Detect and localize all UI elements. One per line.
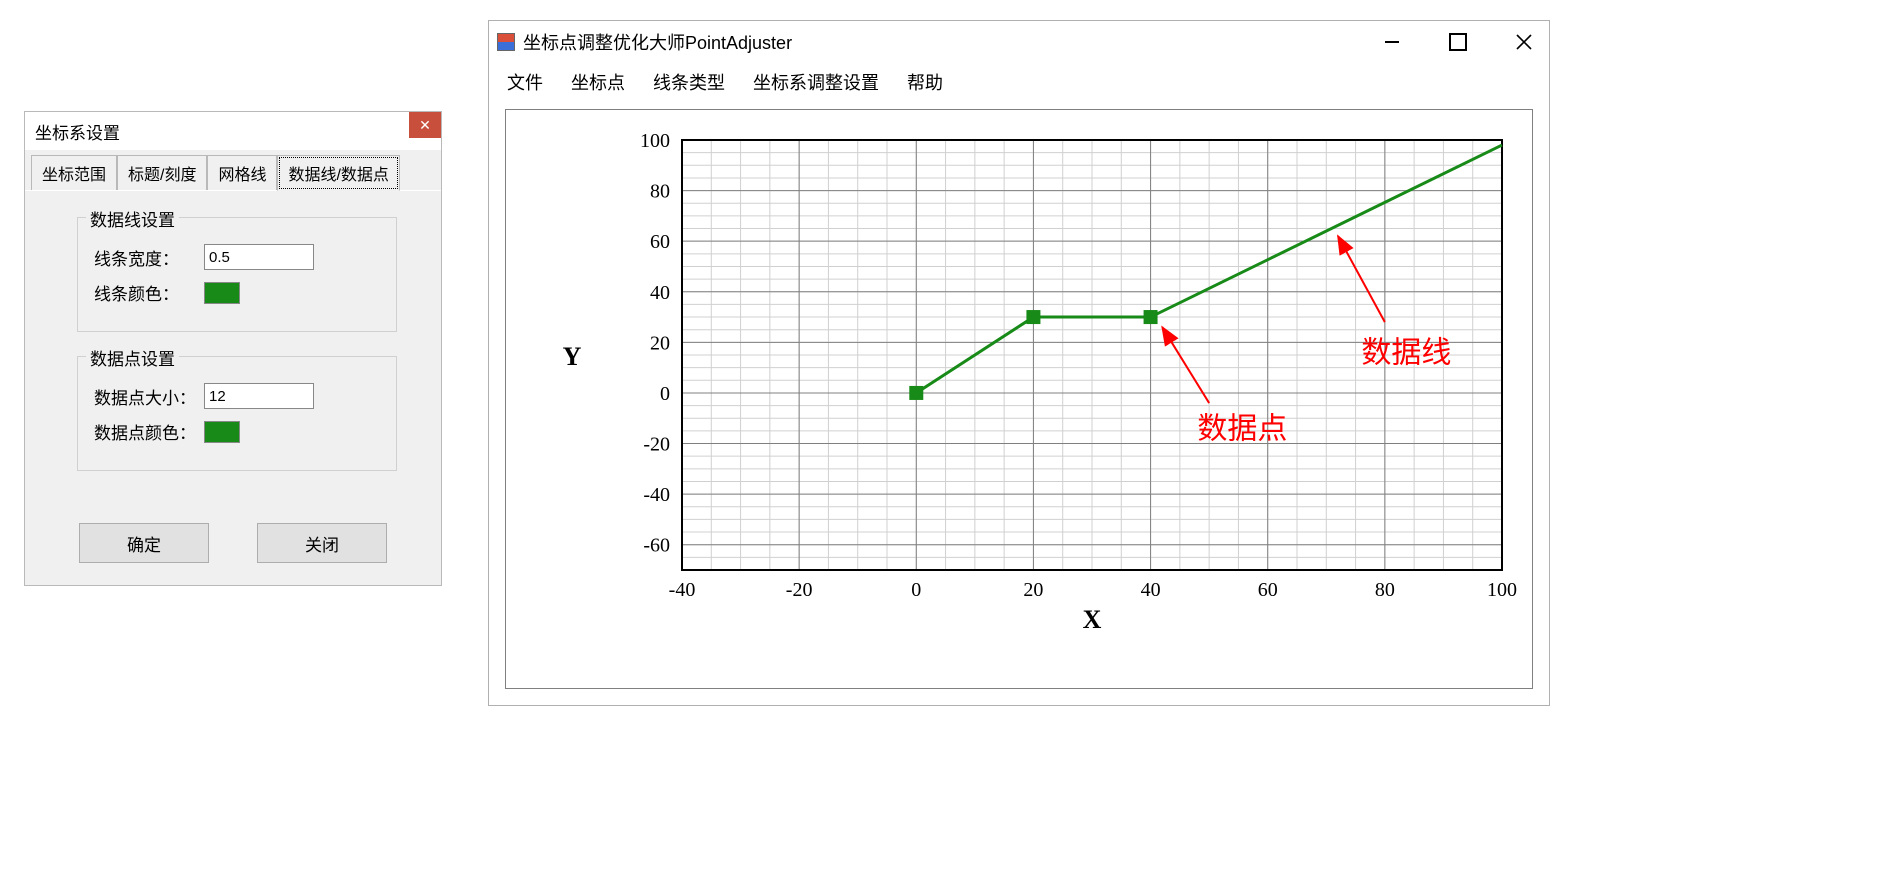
dialog-button-row: 确定 关闭 [25, 513, 441, 585]
svg-text:0: 0 [911, 579, 921, 601]
dialog-close-button[interactable]: ✕ [409, 112, 441, 138]
menu-axis-settings[interactable]: 坐标系调整设置 [753, 69, 879, 95]
svg-text:60: 60 [1258, 579, 1278, 601]
svg-text:100: 100 [640, 130, 670, 152]
tab-gridlines[interactable]: 网格线 [207, 155, 277, 190]
line-width-input[interactable] [204, 244, 314, 270]
line-color-label: 线条颜色： [94, 280, 204, 305]
svg-text:X: X [1083, 605, 1102, 634]
tab-title-ticks[interactable]: 标题/刻度 [117, 155, 207, 190]
svg-text:80: 80 [1375, 579, 1395, 601]
svg-text:20: 20 [650, 332, 670, 354]
svg-text:-40: -40 [669, 579, 696, 601]
system-buttons [1377, 31, 1549, 53]
close-icon: ✕ [419, 117, 431, 134]
group-data-point-title: 数据点设置 [86, 345, 179, 370]
tab-data-line-point[interactable]: 数据线/数据点 [277, 155, 399, 191]
settings-titlebar: 坐标系设置 ✕ [25, 112, 441, 150]
point-size-label: 数据点大小： [94, 384, 204, 409]
svg-text:40: 40 [1141, 579, 1161, 601]
maximize-button[interactable] [1443, 31, 1473, 53]
tab-range[interactable]: 坐标范围 [31, 155, 117, 190]
point-color-swatch[interactable] [204, 421, 240, 443]
svg-text:数据点: 数据点 [1197, 412, 1287, 445]
menu-points[interactable]: 坐标点 [571, 69, 625, 95]
chart-panel: -40 -20 0 20 40 60 80 100 -60 -40 -20 0 20 40 60 80 100 X… [505, 109, 1533, 689]
settings-tab-body: 数据线设置 线条宽度： 线条颜色： 数据点设置 数据点大小： 数据点颜色： [25, 191, 441, 513]
main-titlebar: 坐标点调整优化大师PointAdjuster [489, 21, 1549, 63]
svg-text:60: 60 [650, 231, 670, 253]
main-window-title: 坐标点调整优化大师PointAdjuster [523, 29, 792, 55]
window-close-button[interactable] [1509, 31, 1539, 53]
svg-text:20: 20 [1023, 579, 1043, 601]
close-button[interactable]: 关闭 [257, 523, 387, 563]
menu-help[interactable]: 帮助 [907, 69, 943, 95]
minimize-button[interactable] [1377, 31, 1407, 53]
settings-tabstrip: 坐标范围 标题/刻度 网格线 数据线/数据点 [25, 150, 441, 191]
menu-file[interactable]: 文件 [507, 69, 543, 95]
group-data-point: 数据点设置 数据点大小： 数据点颜色： [77, 356, 397, 471]
chart: -40 -20 0 20 40 60 80 100 -60 -40 -20 0 20 40 60 80 100 X… [522, 130, 1522, 660]
svg-text:80: 80 [650, 181, 670, 203]
settings-title: 坐标系设置 [35, 119, 120, 144]
menubar: 文件 坐标点 线条类型 坐标系调整设置 帮助 [489, 63, 1549, 105]
line-color-swatch[interactable] [204, 282, 240, 304]
line-width-label: 线条宽度： [94, 245, 204, 270]
svg-text:0: 0 [660, 383, 670, 405]
svg-text:40: 40 [650, 282, 670, 304]
svg-text:Y: Y [563, 342, 582, 371]
svg-text:-40: -40 [643, 484, 670, 506]
ok-button[interactable]: 确定 [79, 523, 209, 563]
svg-text:100: 100 [1487, 579, 1517, 601]
settings-dialog: 坐标系设置 ✕ 坐标范围 标题/刻度 网格线 数据线/数据点 数据线设置 线条宽… [24, 111, 442, 586]
group-data-line: 数据线设置 线条宽度： 线条颜色： [77, 217, 397, 332]
app-icon [497, 33, 515, 51]
svg-text:-60: -60 [643, 535, 670, 557]
main-window: 坐标点调整优化大师PointAdjuster 文件 坐标点 线条类型 坐标系调整… [488, 20, 1550, 706]
svg-text:-20: -20 [643, 434, 670, 456]
menu-line-type[interactable]: 线条类型 [653, 69, 725, 95]
group-data-line-title: 数据线设置 [86, 206, 179, 231]
svg-text:-20: -20 [786, 579, 813, 601]
close-icon [1516, 34, 1532, 50]
point-color-label: 数据点颜色： [94, 419, 204, 444]
svg-text:数据线: 数据线 [1361, 337, 1451, 370]
point-size-input[interactable] [204, 383, 314, 409]
